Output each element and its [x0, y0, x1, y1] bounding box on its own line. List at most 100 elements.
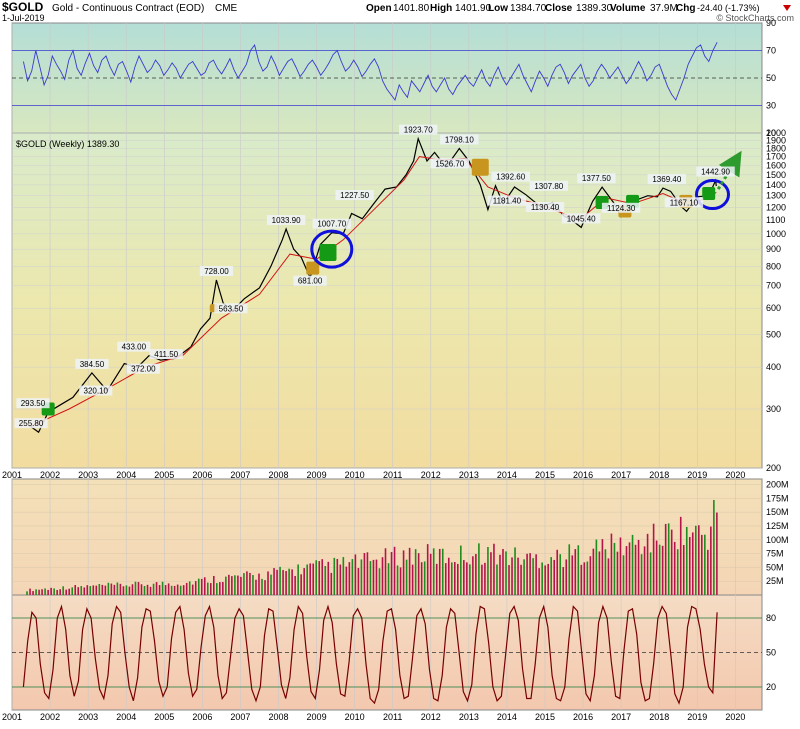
sell-signal-marker	[306, 261, 320, 275]
volume-bar	[610, 533, 613, 595]
volume-bar	[222, 582, 224, 595]
volume-bar	[330, 572, 333, 595]
volume-bar	[649, 552, 652, 595]
annotation-label-bg	[266, 214, 306, 225]
annotation-label: 681.00	[298, 277, 323, 286]
x-tick-label: 2015	[535, 470, 555, 480]
annotation-label: 1007.70	[317, 220, 346, 229]
close-value: 1389.30	[576, 3, 613, 14]
volume-y-tick-label: 200M	[766, 480, 789, 490]
annotation-label: 728.00	[204, 267, 229, 276]
volume-bar	[378, 568, 381, 595]
annotation-label-bg	[79, 385, 113, 396]
volume-bar	[158, 585, 161, 595]
volume-bar	[396, 565, 399, 595]
annotation-label: 384.50	[80, 360, 105, 369]
volume-bar	[212, 575, 215, 595]
annotation-label: 1124.30	[607, 204, 636, 213]
annotation-label-bg	[601, 202, 641, 213]
volume-bar	[670, 529, 673, 595]
volume-bar	[568, 544, 571, 595]
x-tick-label: 2004	[116, 712, 136, 722]
volume-bar	[300, 574, 302, 595]
volume-bar	[381, 557, 384, 595]
volume-bar	[520, 564, 522, 595]
volume-bar	[197, 578, 200, 595]
volume-bar	[502, 548, 504, 595]
volume-bar	[95, 585, 98, 595]
price-y-tick-label: 900	[766, 244, 781, 254]
chg-value: -24.40 (-1.73%)	[697, 3, 760, 13]
volume-bar	[44, 588, 46, 595]
volume-bar	[493, 543, 495, 595]
volume-bar	[432, 548, 435, 595]
volume-bar	[336, 558, 339, 595]
volume-bar	[321, 559, 324, 595]
volume-bar	[532, 558, 534, 595]
volume-bar	[101, 584, 104, 595]
price-y-tick-label: 500	[766, 330, 781, 340]
volume-bar	[634, 544, 637, 595]
volume-bar	[405, 559, 408, 595]
price-y-tick-label: 800	[766, 261, 781, 271]
volume-bar	[583, 562, 586, 595]
volume-bar	[535, 554, 537, 595]
volume-bar	[601, 539, 604, 595]
volume-bar	[640, 554, 643, 595]
volume-bar	[514, 547, 516, 595]
volume-bar	[237, 575, 239, 595]
volume-bar	[35, 589, 37, 595]
price-y-tick-label: 400	[766, 362, 781, 372]
highlight-circle	[310, 229, 354, 269]
x-tick-label: 2003	[78, 712, 98, 722]
x-tick-label: 2002	[40, 470, 60, 480]
volume-bar	[390, 552, 393, 595]
volume-bar	[146, 584, 149, 595]
annotation-label: 433.00	[122, 343, 147, 352]
volume-bar	[161, 581, 164, 595]
volume-bar	[661, 545, 664, 595]
volume-bar	[122, 586, 125, 595]
volume-bar	[646, 533, 649, 595]
high-value: 1401.90	[455, 3, 492, 14]
volume-bar	[384, 548, 387, 595]
annotation-label-bg	[214, 303, 248, 314]
x-tick-label: 2013	[459, 712, 479, 722]
volume-bar	[658, 544, 661, 595]
annotation-label: 563.50	[219, 304, 244, 313]
volume-bar	[149, 586, 152, 595]
volume-bar	[529, 553, 531, 595]
annotation-label-bg	[312, 218, 351, 229]
volume-bar	[475, 553, 477, 595]
x-tick-label: 2016	[573, 712, 593, 722]
stochastic-y-tick-label: 80	[766, 613, 776, 623]
volume-bar	[637, 539, 640, 595]
annotation-label-bg	[696, 166, 735, 177]
date: 1-Jul-2019	[2, 13, 45, 23]
price-y-tick-label: 1600	[766, 160, 786, 170]
x-tick-label: 2012	[421, 470, 441, 480]
chg-label: Chg	[676, 3, 695, 14]
volume-bar	[258, 573, 260, 595]
x-tick-label: 2020	[725, 712, 745, 722]
volume-bar	[219, 582, 221, 595]
volume-bar	[29, 588, 31, 595]
volume-bar	[243, 573, 245, 595]
volume-bar	[553, 559, 556, 595]
price-y-tick-label: 600	[766, 303, 781, 313]
volume-bar	[134, 581, 137, 595]
volume-bar	[393, 546, 396, 595]
volume-bar	[176, 584, 179, 595]
x-tick-label: 2001	[2, 470, 22, 480]
volume-bar	[56, 589, 58, 595]
x-tick-label: 2005	[154, 712, 174, 722]
volume-bar	[460, 545, 462, 595]
price-panel-title: $GOLD (Weekly) 1389.30	[16, 139, 119, 149]
volume-bar	[297, 564, 299, 595]
volume-bar	[505, 551, 507, 595]
volume-bar	[707, 549, 709, 595]
volume-bar	[481, 564, 483, 595]
volume-bar	[701, 534, 703, 595]
volume-bar	[137, 581, 140, 595]
annotation-label-bg	[491, 171, 530, 182]
